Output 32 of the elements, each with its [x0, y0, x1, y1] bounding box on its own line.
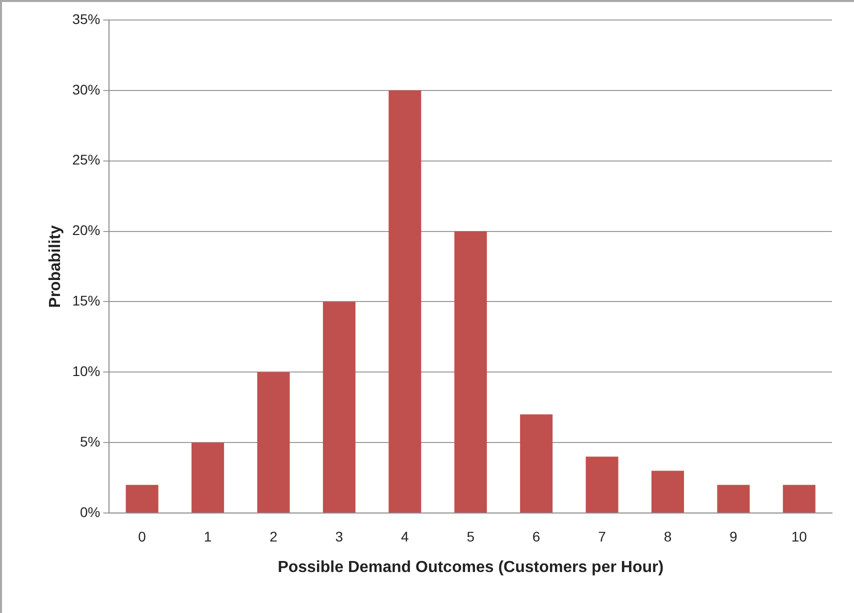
bar [322, 302, 356, 512]
bar [586, 456, 618, 512]
bar [126, 484, 158, 512]
bar [651, 470, 684, 512]
x-tick-label: 2 [270, 528, 278, 544]
y-tick-label: 15% [72, 292, 100, 309]
bar [192, 442, 224, 512]
bar [257, 372, 290, 512]
x-tick-label: 6 [532, 528, 540, 544]
x-tick-label: 8 [664, 528, 672, 544]
y-axis-title: Probability [47, 225, 64, 308]
x-tick-label: 5 [466, 528, 475, 544]
x-tick-label: 10 [791, 528, 808, 544]
x-tick-label: 4 [401, 528, 410, 544]
x-axis-title: Possible Demand Outcomes (Customers per Hour) [278, 558, 664, 576]
y-tick-label: 30% [72, 81, 100, 98]
x-tick-label: 0 [138, 528, 146, 544]
bar [388, 90, 422, 512]
x-tick-label: 1 [204, 528, 212, 544]
x-tick-label: 7 [598, 528, 606, 544]
x-tick-label: 3 [335, 528, 344, 544]
bar [454, 231, 487, 512]
y-tick-label: 5% [80, 433, 100, 450]
y-tick-label: 10% [72, 363, 100, 379]
x-tick-label: 9 [730, 528, 738, 544]
bar [782, 484, 816, 512]
y-tick-label: 0% [80, 504, 100, 520]
y-tick-label: 35% [72, 10, 100, 27]
bar [520, 414, 553, 512]
y-tick-label: 20% [72, 222, 100, 238]
y-tick-label: 25% [72, 152, 100, 168]
bar [717, 484, 750, 512]
